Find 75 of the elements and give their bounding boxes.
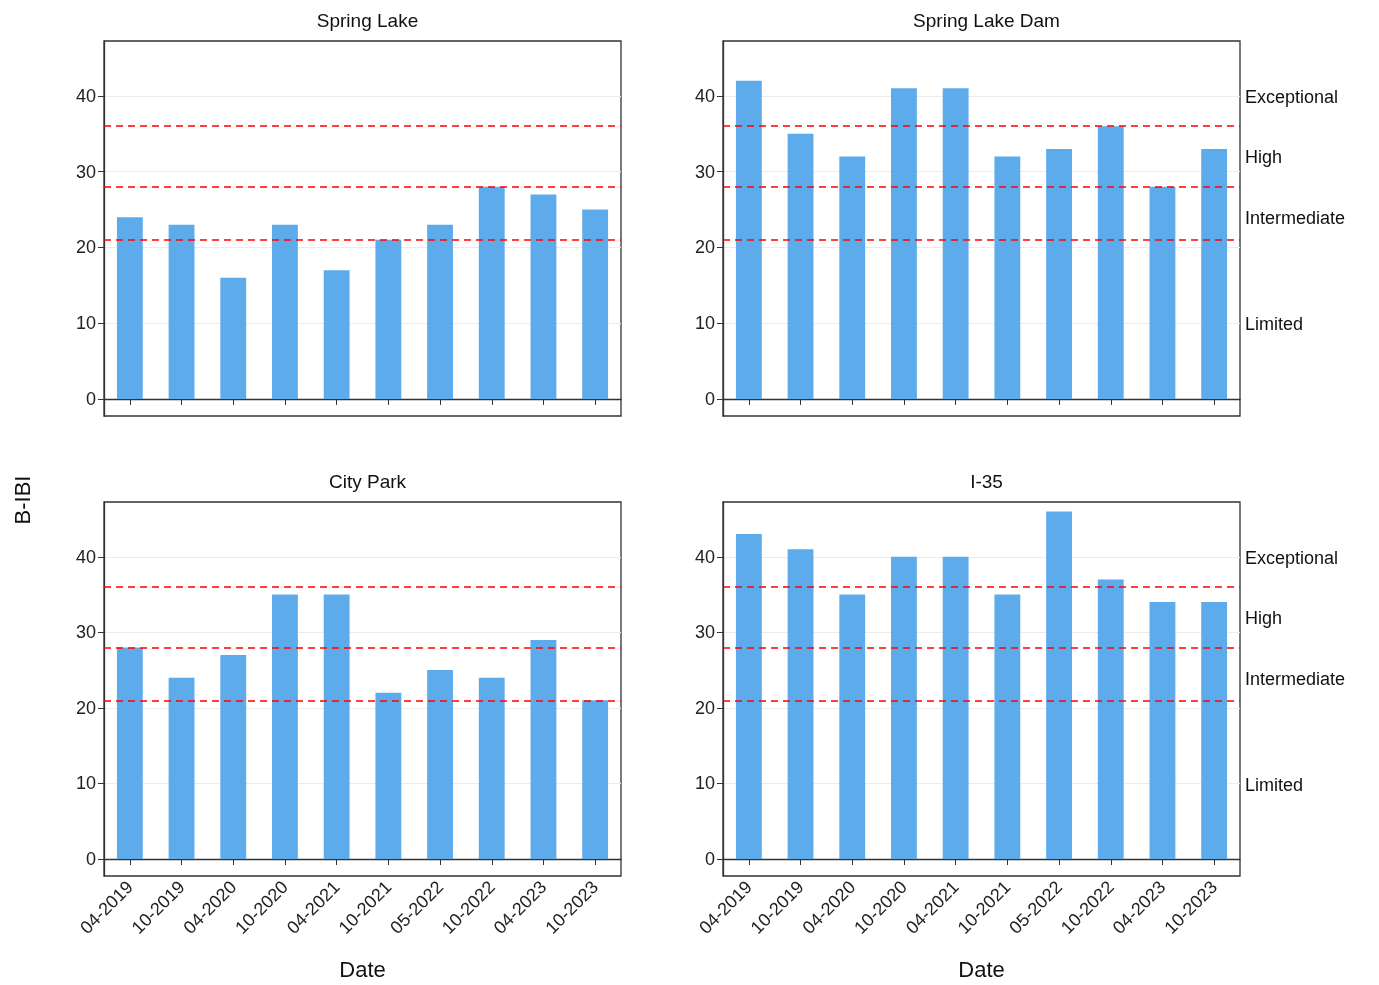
bar: [1201, 602, 1228, 859]
bar: [942, 556, 969, 859]
bar: [1149, 602, 1176, 859]
y-tick-label: 30: [75, 161, 96, 182]
text: Exceptional: [1245, 548, 1339, 568]
y-axis-title: B-IBI: [9, 475, 35, 525]
y-tick-label: 20: [75, 237, 96, 258]
y-tick-label: 20: [694, 697, 715, 718]
y-tick-label: 0: [704, 849, 715, 869]
bar: [478, 677, 505, 859]
text: High: [1245, 608, 1283, 628]
y-tick-label: 20: [694, 237, 715, 258]
bar: [787, 133, 814, 399]
text: Limited: [1245, 314, 1304, 334]
bar: [272, 594, 298, 859]
bar: [323, 270, 350, 399]
bar: [1046, 511, 1072, 859]
bar: [787, 549, 814, 859]
bar: [1201, 148, 1228, 399]
bar: [994, 156, 1021, 399]
y-tick-label: 40: [694, 546, 715, 567]
y-tick-label: 30: [694, 161, 715, 182]
bar: [582, 209, 609, 399]
bar: [427, 670, 453, 859]
chart-title: Spring Lake Dam: [913, 10, 1060, 31]
x-axis-title: Date: [958, 956, 1005, 982]
y-tick-label: 40: [75, 546, 96, 567]
y-tick-label: 0: [85, 849, 96, 869]
bar: [994, 594, 1021, 859]
bar: [839, 594, 866, 859]
y-tick-label: 10: [75, 313, 96, 334]
chart-title: City Park: [328, 471, 407, 492]
bar: [116, 647, 143, 859]
y-tick-label: 30: [694, 622, 715, 643]
bar: [839, 156, 866, 399]
bar: [427, 224, 453, 399]
bar: [168, 224, 195, 399]
text: Exceptional: [1245, 87, 1339, 107]
bar: [478, 186, 505, 399]
y-tick-label: 0: [704, 388, 715, 409]
bar: [272, 224, 298, 399]
bar: [1149, 186, 1176, 399]
bar: [1097, 579, 1124, 859]
y-tick-label: 10: [694, 313, 715, 334]
y-tick-label: 40: [694, 85, 715, 106]
text: Intermediate: [1245, 669, 1346, 689]
chart-title: Spring Lake: [316, 10, 419, 31]
y-tick-label: 10: [694, 773, 715, 794]
bar: [735, 534, 762, 859]
bar: [220, 277, 247, 399]
bar: [375, 239, 402, 399]
text: Intermediate: [1245, 208, 1346, 228]
bar: [168, 677, 195, 859]
bar: [323, 594, 350, 859]
bar: [530, 194, 557, 399]
y-tick-label: 20: [75, 697, 96, 718]
bar: [220, 655, 247, 859]
text: High: [1245, 147, 1283, 167]
bar: [1097, 126, 1124, 399]
bar: [942, 88, 969, 399]
bar: [530, 639, 557, 859]
y-tick-label: 10: [75, 773, 96, 794]
x-axis-title: Date: [339, 956, 386, 982]
bar: [891, 88, 917, 399]
chart-title: I-35: [970, 471, 1003, 492]
y-tick-label: 0: [85, 388, 96, 409]
bar: [891, 556, 917, 859]
text: Limited: [1245, 775, 1304, 795]
bar: [1046, 148, 1072, 399]
bar: [375, 692, 402, 859]
bar: [116, 217, 143, 399]
bar: [735, 80, 762, 399]
y-tick-label: 30: [75, 622, 96, 643]
bar: [582, 700, 609, 859]
y-tick-label: 40: [75, 85, 96, 106]
